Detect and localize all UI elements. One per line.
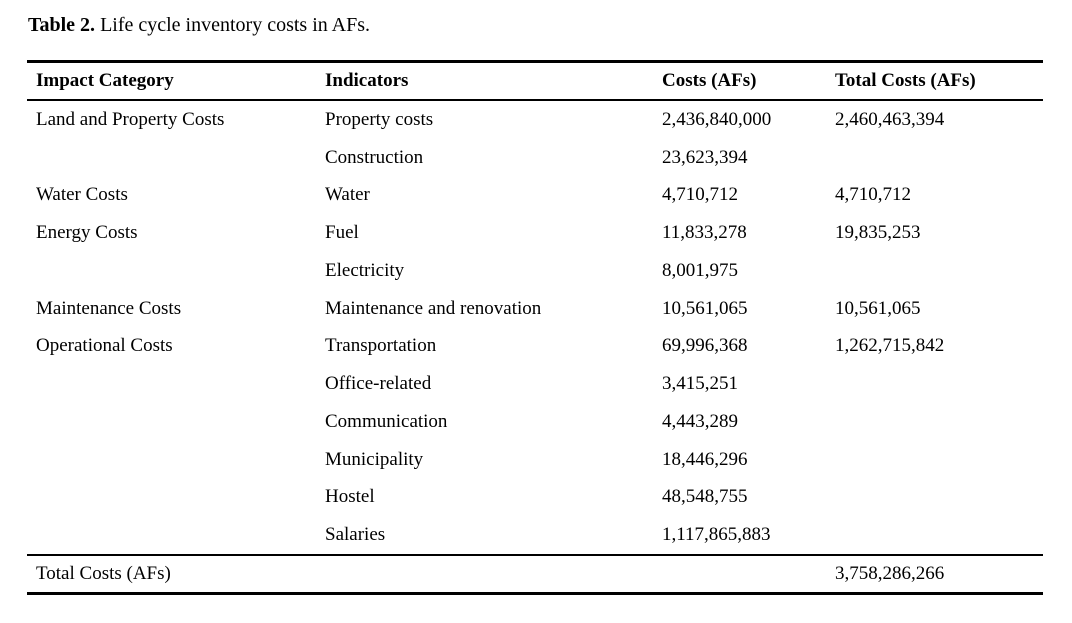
cell-indicator: Hostel (325, 486, 375, 508)
cell-indicator: Water (325, 184, 370, 206)
table-row: Municipality 18,446,296 (27, 441, 1043, 479)
table-row: Salaries 1,117,865,883 (27, 516, 1043, 555)
cell-cost: 18,446,296 (662, 448, 748, 470)
cell-category: Operational Costs (36, 335, 173, 357)
cell-category: Water Costs (36, 184, 128, 206)
cell-cost: 8,001,975 (662, 259, 738, 281)
cell-category (27, 252, 316, 290)
table-row: Land and Property Costs Property costs 2… (27, 100, 1043, 139)
cell-indicator: Communication (325, 410, 448, 432)
col-header-indicators: Indicators (325, 70, 409, 91)
cell-total (826, 365, 1043, 403)
table-row: Electricity 8,001,975 (27, 252, 1043, 290)
cell-total: 10,561,065 (835, 297, 921, 319)
cell-cost: 69,996,368 (662, 335, 748, 357)
cell-total (826, 139, 1043, 177)
cell-category: Land and Property Costs (36, 108, 225, 130)
cell-total (826, 441, 1043, 479)
cell-cost: 3,415,251 (662, 373, 738, 395)
cell-category (27, 516, 316, 555)
cell-cost: 23,623,394 (662, 146, 748, 168)
cell-total (826, 516, 1043, 555)
table-footer: Total Costs (AFs) 3,758,286,266 (27, 555, 1043, 594)
cell-indicator: Salaries (325, 524, 386, 546)
cell-cost: 48,548,755 (662, 486, 748, 508)
cell-cost: 11,833,278 (662, 222, 747, 244)
cell-category: Energy Costs (36, 222, 138, 244)
table-row: Operational Costs Transportation 69,996,… (27, 328, 1043, 366)
cell-total (826, 479, 1043, 517)
col-header-costs: Costs (AFs) (662, 70, 757, 91)
cell-total (826, 252, 1043, 290)
cell-cost: 1,117,865,883 (662, 524, 771, 546)
cell-indicator: Office-related (325, 373, 432, 395)
cell-indicator: Construction (325, 146, 424, 168)
cell-category (27, 441, 316, 479)
cell-total: 19,835,253 (835, 222, 921, 244)
col-header-total-costs: Total Costs (AFs) (835, 70, 976, 91)
cell-indicator: Electricity (325, 259, 405, 281)
cell-category: Maintenance Costs (36, 297, 182, 319)
total-row: Total Costs (AFs) 3,758,286,266 (27, 555, 1043, 594)
cell-indicator: Fuel (325, 222, 359, 244)
cell-cost: 2,436,840,000 (662, 108, 772, 130)
cell-cost: 10,561,065 (662, 297, 748, 319)
table-row: Communication 4,443,289 (27, 403, 1043, 441)
cell-total: 4,710,712 (835, 184, 911, 206)
table-row: Office-related 3,415,251 (27, 365, 1043, 403)
total-row-spacer (316, 555, 653, 594)
total-row-cost (653, 555, 826, 594)
table-row: Maintenance Costs Maintenance and renova… (27, 290, 1043, 328)
table-row: Water Costs Water 4,710,712 4,710,712 (27, 177, 1043, 215)
table-caption-text: Life cycle inventory costs in AFs. (95, 14, 371, 36)
table-body: Land and Property Costs Property costs 2… (27, 100, 1043, 555)
cell-category (27, 365, 316, 403)
cell-cost: 4,710,712 (662, 184, 738, 206)
table-row: Construction 23,623,394 (27, 139, 1043, 177)
total-row-value: 3,758,286,266 (835, 563, 945, 584)
header-row: Impact Category Indicators Costs (AFs) T… (27, 62, 1043, 100)
cell-total (826, 403, 1043, 441)
cell-cost: 4,443,289 (662, 410, 738, 432)
table-caption-number: Table 2. (28, 14, 96, 36)
col-header-impact-category: Impact Category (36, 70, 174, 91)
cell-total: 2,460,463,394 (835, 108, 945, 130)
table-caption: Table 2. Life cycle inventory costs in A… (28, 12, 370, 38)
cell-indicator: Maintenance and renovation (325, 297, 542, 319)
total-row-label: Total Costs (AFs) (36, 563, 171, 584)
cell-indicator: Municipality (325, 448, 424, 470)
table-row: Hostel 48,548,755 (27, 479, 1043, 517)
cell-total: 1,262,715,842 (835, 335, 945, 357)
costs-table: Impact Category Indicators Costs (AFs) T… (27, 60, 1043, 595)
cell-indicator: Property costs (325, 108, 434, 130)
table-header: Impact Category Indicators Costs (AFs) T… (27, 62, 1043, 100)
cell-category (27, 139, 316, 177)
cell-category (27, 403, 316, 441)
cell-indicator: Transportation (325, 335, 437, 357)
cell-category (27, 479, 316, 517)
table-row: Energy Costs Fuel 11,833,278 19,835,253 (27, 214, 1043, 252)
